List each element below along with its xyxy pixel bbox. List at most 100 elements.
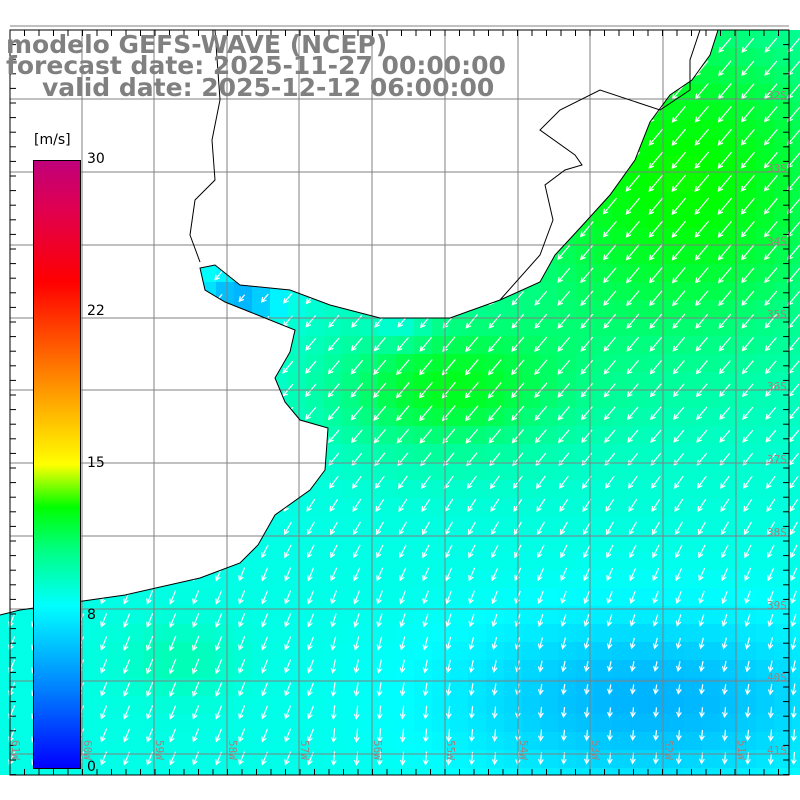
- wind-arrow: [284, 682, 292, 697]
- speed-cell: [684, 534, 702, 552]
- wind-arrow: [488, 130, 501, 145]
- wind-arrow: [537, 567, 545, 582]
- wind-arrow: [625, 174, 641, 192]
- speed-cell: [306, 714, 324, 732]
- speed-cell: [540, 48, 558, 66]
- speed-cell: [234, 426, 252, 444]
- speed-cell: [486, 624, 504, 642]
- speed-cell: [324, 138, 342, 156]
- speed-cell: [198, 336, 216, 354]
- speed-cell: [612, 660, 630, 678]
- speed-cell: [594, 66, 612, 84]
- speed-cell: [108, 552, 126, 570]
- wind-arrow: [213, 407, 224, 420]
- speed-cell: [180, 642, 198, 660]
- speed-cell: [504, 156, 522, 174]
- wind-arrow: [741, 337, 754, 352]
- speed-cell: [684, 642, 702, 660]
- speed-cell: [180, 444, 198, 462]
- speed-cell: [396, 120, 414, 138]
- speed-cell: [684, 714, 702, 732]
- speed-cell: [90, 210, 108, 228]
- speed-cell: [126, 678, 144, 696]
- speed-cell: [414, 534, 432, 552]
- wind-arrow: [557, 198, 571, 215]
- speed-cell: [342, 534, 360, 552]
- wind-arrow: [144, 361, 155, 374]
- speed-cell: [180, 768, 198, 775]
- wind-arrow: [698, 614, 705, 627]
- speed-cell: [270, 102, 288, 120]
- speed-cell: [558, 408, 576, 426]
- speed-cell: [90, 390, 108, 408]
- speed-cell: [756, 426, 774, 444]
- speed-cell: [360, 156, 378, 174]
- wind-arrow: [6, 430, 17, 443]
- speed-cell: [522, 516, 540, 534]
- speed-cell: [630, 156, 648, 174]
- speed-cell: [738, 552, 756, 570]
- speed-cell: [720, 462, 738, 480]
- wind-arrow: [445, 544, 453, 559]
- speed-cell: [216, 372, 234, 390]
- speed-cell: [594, 606, 612, 624]
- speed-cell: [90, 660, 108, 678]
- speed-cell: [522, 552, 540, 570]
- wind-arrow: [626, 60, 640, 77]
- wind-arrow: [98, 177, 109, 190]
- speed-cell: [702, 282, 720, 300]
- speed-cell: [288, 588, 306, 606]
- speed-cell: [144, 228, 162, 246]
- wind-arrow: [579, 129, 594, 146]
- speed-cell: [90, 516, 108, 534]
- wind-arrow: [100, 705, 108, 720]
- speed-cell: [522, 228, 540, 246]
- speed-cell: [414, 174, 432, 192]
- speed-cell: [432, 120, 450, 138]
- wind-arrow: [146, 705, 154, 720]
- speed-cell: [720, 174, 738, 192]
- speed-cell: [144, 282, 162, 300]
- speed-cell: [108, 246, 126, 264]
- speed-cell: [252, 462, 270, 480]
- speed-cell: [108, 768, 126, 775]
- speed-cell: [702, 516, 720, 534]
- speed-cell: [486, 174, 504, 192]
- speed-cell: [180, 228, 198, 246]
- speed-cell: [378, 588, 396, 606]
- speed-cell: [396, 30, 414, 48]
- speed-cell: [450, 606, 468, 624]
- speed-cell: [792, 210, 800, 228]
- speed-cell: [558, 498, 576, 516]
- wind-arrow: [789, 475, 799, 489]
- speed-cell: [216, 642, 234, 660]
- speed-cell: [684, 462, 702, 480]
- speed-cell: [540, 390, 558, 408]
- speed-cell: [738, 444, 756, 462]
- speed-cell: [612, 588, 630, 606]
- wind-arrow: [99, 476, 109, 489]
- speed-cell: [540, 426, 558, 444]
- speed-cell: [252, 156, 270, 174]
- wind-arrow: [397, 475, 408, 490]
- speed-cell: [270, 552, 288, 570]
- wind-arrow: [603, 359, 617, 375]
- speed-cell: [126, 498, 144, 516]
- speed-cell: [522, 732, 540, 750]
- speed-cell: [594, 534, 612, 552]
- wind-arrow: [420, 222, 432, 236]
- wind-arrow: [651, 521, 661, 536]
- speed-cell: [414, 732, 432, 750]
- speed-cell: [360, 318, 378, 336]
- speed-cell: [432, 264, 450, 282]
- speed-cell: [468, 732, 486, 750]
- speed-cell: [612, 606, 630, 624]
- speed-cell: [630, 426, 648, 444]
- speed-cell: [738, 624, 756, 642]
- speed-cell: [324, 444, 342, 462]
- wind-arrow: [697, 475, 707, 489]
- wind-arrow: [744, 567, 752, 582]
- speed-cell: [612, 678, 630, 696]
- wind-arrow: [602, 197, 617, 215]
- speed-cell: [288, 156, 306, 174]
